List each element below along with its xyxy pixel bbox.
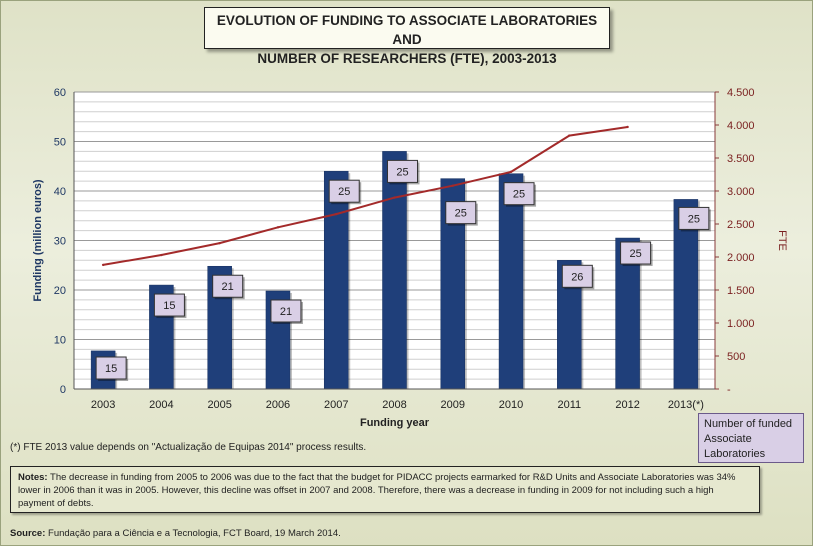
y-tick-left-20: 20 xyxy=(54,285,66,297)
fte-point-2005 xyxy=(218,241,221,245)
bar-label-box-2012 xyxy=(620,241,652,265)
source-label: Source: xyxy=(10,528,46,539)
x-tick-2004: 2004 xyxy=(149,399,173,411)
y-tick-right-500: 500 xyxy=(727,351,745,363)
bar-2010 xyxy=(498,173,524,390)
y-tick-left-60: 60 xyxy=(54,87,66,99)
bar-label-box-2013(*) xyxy=(678,206,710,230)
x-tick-2012: 2012 xyxy=(615,399,639,411)
x-tick-2005: 2005 xyxy=(207,399,231,411)
bar-label-2006: 21 xyxy=(280,306,292,318)
bar-label-box-2007 xyxy=(328,179,360,203)
y-tick-left-50: 50 xyxy=(54,137,66,149)
bar-label-2003: 15 xyxy=(105,363,117,375)
x-tick-2013(*): 2013(*) xyxy=(668,399,704,411)
fte-point-2006 xyxy=(276,226,280,229)
y-tick-left-40: 40 xyxy=(54,186,66,198)
y-tick-right-3.500: 3.500 xyxy=(727,153,755,165)
bar-label-2008: 25 xyxy=(396,166,408,178)
x-tick-2003: 2003 xyxy=(91,399,115,411)
bar-label-box-2011 xyxy=(561,264,593,288)
chart-title-line-1: EVOLUTION OF FUNDING TO ASSOCIATE LABORA… xyxy=(216,13,598,47)
y-tick-right-4.500: 4.500 xyxy=(727,87,755,99)
y-tick-left-0: 0 xyxy=(60,384,66,396)
bar-labels: 15 15 21 21 25 25 25 25 26 25 25 xyxy=(95,159,711,381)
y-tick-right-1.000: 1.000 xyxy=(727,318,755,330)
bar-label-box-2004 xyxy=(153,293,185,317)
bar-label-box-2009 xyxy=(445,201,477,225)
x-tick-2011: 2011 xyxy=(557,399,581,411)
bar-label-2005: 21 xyxy=(222,281,234,293)
x-tick-2006: 2006 xyxy=(266,399,290,411)
y-axis-left-title: Funding (million euros) xyxy=(32,179,44,302)
fte-point-2008 xyxy=(393,196,396,199)
y-tick-right-2.000: 2.000 xyxy=(727,252,755,264)
chart-title: EVOLUTION OF FUNDING TO ASSOCIATE LABORA… xyxy=(204,7,610,66)
fte-point-2009 xyxy=(451,184,454,187)
source-line: Source: Fundação para a Ciência e a Tecn… xyxy=(10,528,341,539)
bar-label-2013(*): 25 xyxy=(688,213,700,225)
chart-title-line-2: NUMBER OF RESEARCHERS (FTE), 2003-2013 xyxy=(257,51,557,66)
bar-label-box-2006 xyxy=(270,299,302,323)
axes: 0 10 20 30 40 50 60 - 500 1.000 1.500 2.000 2.500 3.0… xyxy=(32,87,788,429)
fte-point-2003 xyxy=(101,263,105,267)
y-tick-right-4.000: 4.000 xyxy=(727,120,755,132)
y-tick-right-3.000: 3.000 xyxy=(727,186,755,198)
y-tick-right--: - xyxy=(727,384,731,396)
bar-label-2007: 25 xyxy=(338,186,350,198)
y-tick-right-2.500: 2.500 xyxy=(727,219,755,231)
fte-line-path xyxy=(102,126,628,266)
bar-label-legend: Number of funded Associate Laboratories xyxy=(698,413,804,463)
bar-label-2004: 15 xyxy=(163,300,175,312)
bar-label-2010: 25 xyxy=(513,189,525,201)
bar-label-legend-text: Number of funded Associate Laboratories xyxy=(704,418,793,460)
x-tick-2010: 2010 xyxy=(499,399,523,411)
y-axis-right-title: FTE xyxy=(776,230,788,251)
x-tick-2008: 2008 xyxy=(382,399,406,411)
bar-label-2011: 26 xyxy=(571,271,583,283)
fte-point-2012 xyxy=(626,125,629,129)
fte-point-2011 xyxy=(568,134,571,137)
bar-label-box-2005 xyxy=(212,274,244,298)
source-text: Fundação para a Ciência e a Tecnologia, … xyxy=(45,528,341,539)
notes-box: Notes: The decrease in funding from 2005… xyxy=(10,466,760,513)
footnote: (*) FTE 2013 value depends on "Actualiza… xyxy=(10,442,367,453)
fte-point-2004 xyxy=(160,253,163,257)
y-tick-right-1.500: 1.500 xyxy=(727,285,755,297)
fte-line xyxy=(101,125,629,267)
bar-2008 xyxy=(382,151,407,390)
notes-text: The decrease in funding from 2005 to 200… xyxy=(18,472,736,509)
x-axis-title: Funding year xyxy=(360,417,430,429)
bar-label-box-2010 xyxy=(503,182,535,206)
notes-label: Notes: xyxy=(18,472,48,483)
bar-label-2012: 25 xyxy=(629,248,641,260)
bar-label-2009: 25 xyxy=(455,208,467,220)
y-tick-left-10: 10 xyxy=(54,335,66,347)
x-tick-2007: 2007 xyxy=(324,399,348,411)
bar-label-box-2008 xyxy=(387,159,418,183)
fte-point-2007 xyxy=(335,212,338,216)
x-tick-2009: 2009 xyxy=(441,399,465,411)
fte-point-2010 xyxy=(509,170,513,174)
bar-2007 xyxy=(323,170,349,390)
bar-label-box-2003 xyxy=(95,356,127,380)
y-tick-left-30: 30 xyxy=(54,236,66,248)
